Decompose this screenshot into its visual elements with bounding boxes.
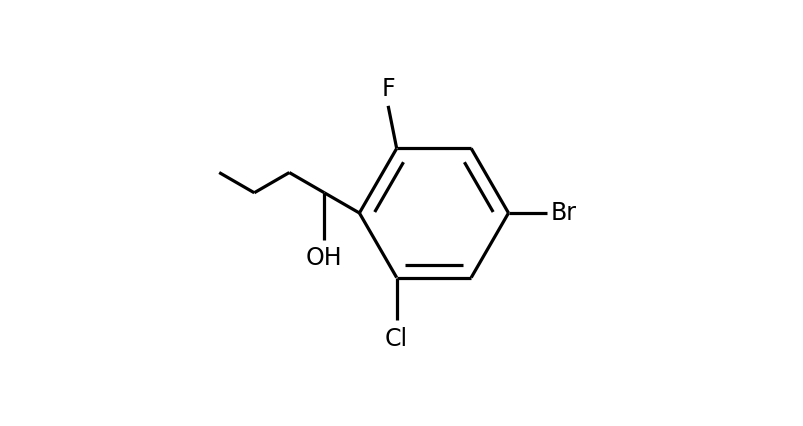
Text: Cl: Cl xyxy=(385,327,408,351)
Text: F: F xyxy=(381,77,394,101)
Text: Br: Br xyxy=(549,201,576,225)
Text: OH: OH xyxy=(306,246,342,270)
